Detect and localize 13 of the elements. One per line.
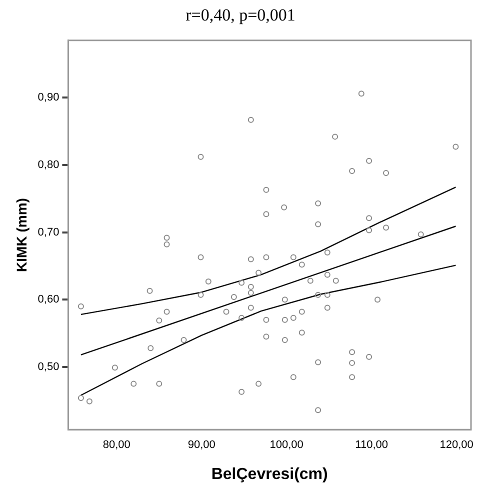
y-axis-title: KIMK (mm) <box>13 198 30 272</box>
x-tick-label: 120,00 <box>440 439 474 452</box>
chart-title: r=0,40, p=0,001 <box>186 6 296 25</box>
x-tick-label: 110,00 <box>355 439 388 452</box>
y-tick-label: 0,70 <box>38 226 60 238</box>
x-tick-label: 90,00 <box>188 439 216 452</box>
x-axis-title: BelÇevresi(cm) <box>211 466 328 483</box>
y-tick-label: 0,90 <box>38 92 60 104</box>
y-tick-label: 0,50 <box>38 361 60 374</box>
x-tick-label: 80,00 <box>102 439 130 452</box>
y-tick-label: 0,80 <box>38 159 60 171</box>
y-tick-label: 0,60 <box>38 294 60 306</box>
x-tick-label: 100,00 <box>270 439 304 452</box>
